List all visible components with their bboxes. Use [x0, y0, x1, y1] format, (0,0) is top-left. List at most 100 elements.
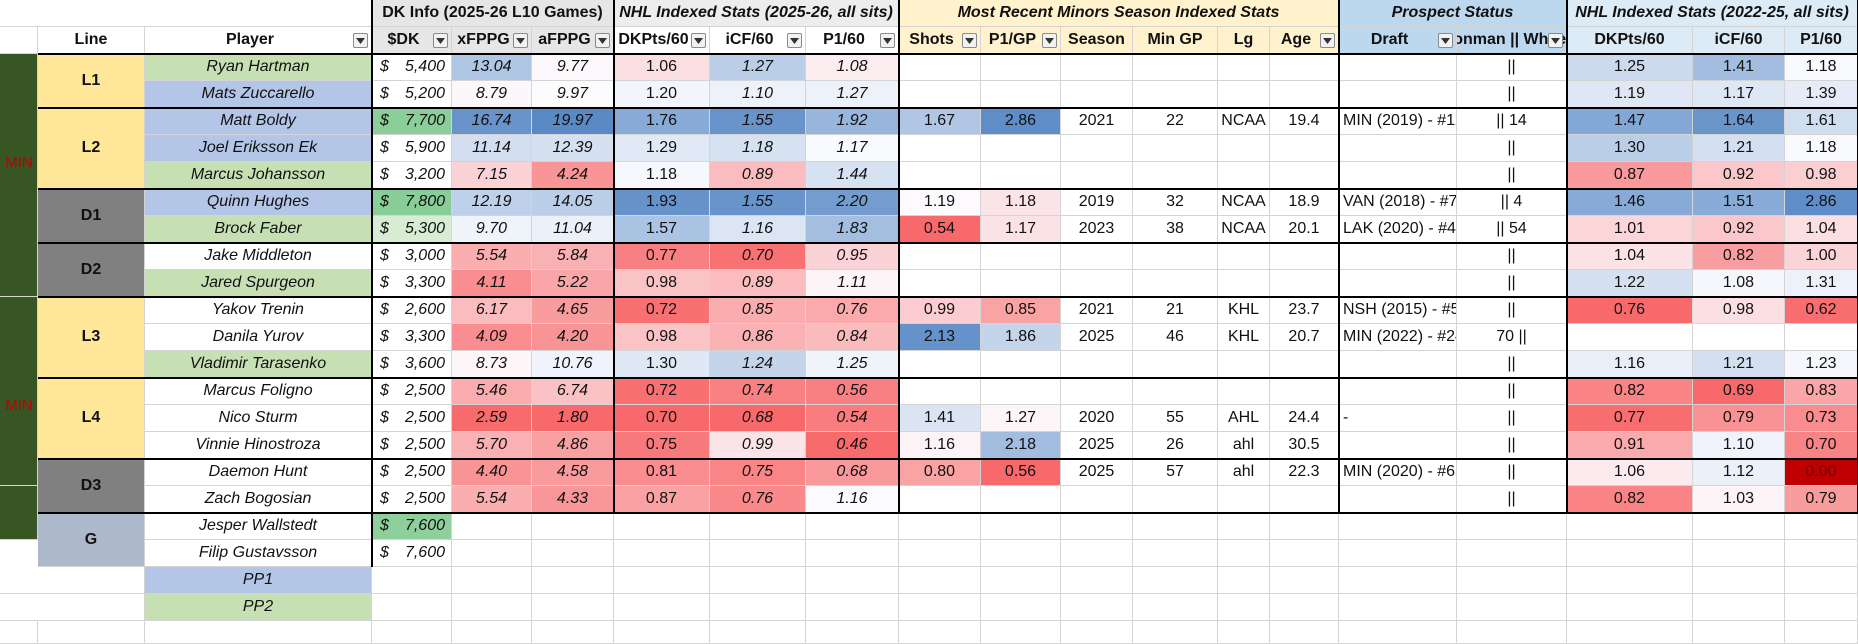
- empty-cell[interactable]: [981, 621, 1061, 644]
- stat-draft[interactable]: [1339, 162, 1457, 189]
- empty-cell[interactable]: [899, 540, 981, 567]
- stat-pronman[interactable]: ||: [1457, 405, 1567, 432]
- stat-h-dkpts60[interactable]: 1.46: [1567, 189, 1693, 216]
- empty-cell[interactable]: [0, 621, 38, 644]
- empty-cell[interactable]: [1785, 540, 1858, 567]
- stat-mingp[interactable]: 55: [1133, 405, 1218, 432]
- empty-cell[interactable]: [1339, 567, 1457, 594]
- stat-lg[interactable]: ahl: [1218, 459, 1270, 486]
- empty-cell[interactable]: [1785, 513, 1858, 540]
- empty-cell[interactable]: [1061, 621, 1133, 644]
- stat-xfppg[interactable]: 5.54: [452, 486, 532, 513]
- stat-p160[interactable]: 1.17: [806, 135, 899, 162]
- stat-lg[interactable]: AHL: [1218, 405, 1270, 432]
- stat-afppg[interactable]: 10.76: [532, 351, 614, 378]
- stat-season[interactable]: 2021: [1061, 297, 1133, 324]
- stat-lg[interactable]: [1218, 270, 1270, 297]
- stat-icf60[interactable]: 0.75: [710, 459, 806, 486]
- stat-lg[interactable]: [1218, 378, 1270, 405]
- stat-h-p160[interactable]: 1.18: [1785, 54, 1858, 81]
- filter-dropdown-icon[interactable]: [513, 33, 528, 48]
- player-name[interactable]: Ryan Hartman: [145, 54, 372, 81]
- stat-draft[interactable]: [1339, 378, 1457, 405]
- stat-xfppg[interactable]: 11.14: [452, 135, 532, 162]
- stat-mingp[interactable]: [1133, 243, 1218, 270]
- stat-icf60[interactable]: 1.27: [710, 54, 806, 81]
- stat-h-p160[interactable]: 0.70: [1785, 432, 1858, 459]
- stat-p160[interactable]: 1.16: [806, 486, 899, 513]
- stat-h-p160[interactable]: 1.18: [1785, 135, 1858, 162]
- stat-draft[interactable]: VAN (2018) - #7: [1339, 189, 1457, 216]
- stat-draft[interactable]: MIN (2019) - #12: [1339, 108, 1457, 135]
- stat-xfppg[interactable]: 9.70: [452, 216, 532, 243]
- empty-cell[interactable]: [1567, 594, 1693, 621]
- stat-lg[interactable]: [1218, 243, 1270, 270]
- stat-season[interactable]: [1061, 135, 1133, 162]
- stat-h-p160[interactable]: [1785, 324, 1858, 351]
- dk-salary[interactable]: 5,400 $: [372, 54, 452, 81]
- player-name[interactable]: Jake Middleton: [145, 243, 372, 270]
- dk-salary[interactable]: 3,600 $: [372, 351, 452, 378]
- stat-draft[interactable]: [1339, 351, 1457, 378]
- column-header-afppg[interactable]: aFPPG: [532, 27, 614, 54]
- column-header-season[interactable]: Season: [1061, 27, 1133, 54]
- stat-lg[interactable]: NCAA: [1218, 189, 1270, 216]
- stat-p160[interactable]: 0.56: [806, 378, 899, 405]
- stat-afppg[interactable]: 6.74: [532, 378, 614, 405]
- stat-p1gp[interactable]: [981, 81, 1061, 108]
- stat-mingp[interactable]: [1133, 135, 1218, 162]
- stat-h-p160[interactable]: 1.04: [1785, 216, 1858, 243]
- column-header-age[interactable]: Age: [1270, 27, 1339, 54]
- empty-cell[interactable]: [981, 513, 1061, 540]
- stat-h-dkpts60[interactable]: 0.76: [1567, 297, 1693, 324]
- stat-xfppg[interactable]: 12.19: [452, 189, 532, 216]
- column-header-dkpts60-hist[interactable]: DKPts/60: [1567, 27, 1693, 54]
- stat-mingp[interactable]: 46: [1133, 324, 1218, 351]
- stat-h-icf60[interactable]: 1.12: [1693, 459, 1785, 486]
- column-header-xfppg[interactable]: xFPPG: [452, 27, 532, 54]
- stat-pronman[interactable]: ||: [1457, 81, 1567, 108]
- stat-age[interactable]: [1270, 81, 1339, 108]
- player-name[interactable]: Brock Faber: [145, 216, 372, 243]
- stat-shots[interactable]: 0.54: [899, 216, 981, 243]
- stat-dkpts60[interactable]: 1.29: [614, 135, 710, 162]
- column-header-p1gp[interactable]: P1/GP: [981, 27, 1061, 54]
- empty-cell[interactable]: [710, 621, 806, 644]
- stat-draft[interactable]: [1339, 54, 1457, 81]
- stat-xfppg[interactable]: 2.59: [452, 405, 532, 432]
- stat-lg[interactable]: [1218, 54, 1270, 81]
- stat-h-dkpts60[interactable]: 0.82: [1567, 486, 1693, 513]
- stat-xfppg[interactable]: 4.40: [452, 459, 532, 486]
- empty-cell[interactable]: [1218, 513, 1270, 540]
- stat-age[interactable]: [1270, 243, 1339, 270]
- empty-cell[interactable]: [806, 540, 899, 567]
- stat-dkpts60[interactable]: 0.70: [614, 405, 710, 432]
- stat-dkpts60[interactable]: 1.18: [614, 162, 710, 189]
- empty-cell[interactable]: [1457, 621, 1567, 644]
- empty-cell[interactable]: [1457, 567, 1567, 594]
- stat-p1gp[interactable]: [981, 378, 1061, 405]
- stat-season[interactable]: 2025: [1061, 432, 1133, 459]
- stat-mingp[interactable]: [1133, 351, 1218, 378]
- empty-cell[interactable]: [710, 594, 806, 621]
- empty-cell[interactable]: [1693, 594, 1785, 621]
- stat-shots[interactable]: [899, 135, 981, 162]
- stat-pronman[interactable]: ||: [1457, 297, 1567, 324]
- player-name[interactable]: Jared Spurgeon: [145, 270, 372, 297]
- player-name[interactable]: Daemon Hunt: [145, 459, 372, 486]
- dk-salary[interactable]: 3,300 $: [372, 324, 452, 351]
- stat-xfppg[interactable]: 5.70: [452, 432, 532, 459]
- stat-h-dkpts60[interactable]: 1.01: [1567, 216, 1693, 243]
- empty-cell[interactable]: [1270, 513, 1339, 540]
- dk-salary[interactable]: 3,300 $: [372, 270, 452, 297]
- stat-pronman[interactable]: ||: [1457, 486, 1567, 513]
- dk-salary[interactable]: 7,600 $: [372, 513, 452, 540]
- stat-h-dkpts60[interactable]: 1.47: [1567, 108, 1693, 135]
- stat-p160[interactable]: 0.95: [806, 243, 899, 270]
- stat-lg[interactable]: [1218, 81, 1270, 108]
- stat-xfppg[interactable]: 16.74: [452, 108, 532, 135]
- stat-pronman[interactable]: 70 ||: [1457, 324, 1567, 351]
- stat-icf60[interactable]: 0.99: [710, 432, 806, 459]
- column-header-p160-hist[interactable]: P1/60: [1785, 27, 1858, 54]
- dk-salary[interactable]: 5,300 $: [372, 216, 452, 243]
